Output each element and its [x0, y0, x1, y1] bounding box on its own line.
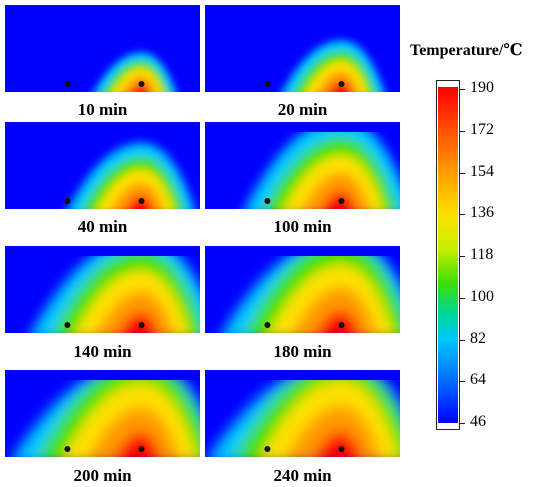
- measurement-point: [64, 81, 71, 87]
- panel-label: 140 min: [73, 342, 132, 361]
- heatmap-panel-100min: [205, 122, 400, 209]
- isotherm-band: [89, 407, 180, 457]
- heatmap-panel-180min: [205, 246, 400, 333]
- heatmap-field: [5, 370, 200, 457]
- heatmap-field: [5, 5, 200, 92]
- measurement-point: [138, 81, 145, 87]
- heatmap-panel-40min: [5, 122, 200, 209]
- isotherm-band: [317, 71, 360, 92]
- panel-label: 20 min: [277, 100, 328, 119]
- panel-label: 180 min: [273, 342, 332, 361]
- colorbar-tick-label: 190: [470, 79, 494, 96]
- isotherm-band: [118, 312, 159, 333]
- isotherm-band: [313, 431, 362, 457]
- colorbar-tick-label: 82: [470, 329, 486, 347]
- heatmap-field: [205, 370, 400, 457]
- measurement-point: [264, 81, 271, 87]
- top-boundary-strip: [5, 370, 200, 380]
- top-boundary-strip: [5, 246, 200, 256]
- isotherm-band: [111, 182, 164, 209]
- top-boundary-strip: [5, 122, 200, 132]
- isotherm-band: [328, 81, 351, 92]
- colorbar-tick-label: 136: [470, 204, 494, 222]
- heatmap-field: [5, 246, 200, 333]
- heatmap-field: [5, 122, 200, 209]
- measurement-point: [138, 198, 145, 204]
- colorbar-tickmark: [460, 130, 465, 132]
- colorbar-tickmark: [460, 381, 465, 383]
- heatmap-panel-200min: [5, 370, 200, 457]
- panel-label: 100 min: [273, 217, 332, 236]
- isotherm-band: [114, 432, 161, 457]
- heatmap-panel-20min: [205, 5, 400, 92]
- measurement-point: [64, 446, 71, 452]
- colorbar-tickmark: [460, 423, 465, 424]
- colorbar-tick-label: 100: [470, 287, 494, 305]
- measurement-point: [338, 81, 345, 87]
- heatmap-field: [205, 246, 400, 333]
- isotherm-band: [292, 287, 377, 333]
- colorbar-tick-label: 154: [470, 162, 494, 180]
- colorbar-tick-label: 46: [470, 413, 486, 430]
- colorbar-gradient: [438, 87, 458, 423]
- measurement-point: [338, 198, 345, 204]
- measurement-point: [264, 198, 271, 204]
- panel-label: 240 min: [273, 466, 332, 485]
- panel-label: 10 min: [77, 100, 128, 119]
- measurement-point: [64, 322, 71, 328]
- measurement-point: [264, 446, 271, 452]
- colorbar-tickmark: [460, 172, 465, 174]
- colorbar-tickmark: [460, 214, 465, 216]
- panel-label: 40 min: [77, 217, 128, 236]
- isotherm-band: [96, 291, 174, 333]
- colorbar-tickmark: [460, 297, 465, 299]
- colorbar-title: Temperature/℃: [410, 42, 523, 59]
- colorbar-tickmark: [460, 339, 465, 341]
- isotherm-band: [316, 310, 360, 333]
- colorbar-tickmark: [460, 256, 465, 257]
- measurement-point: [338, 446, 345, 452]
- top-boundary-strip: [205, 246, 400, 256]
- heatmap-panel-10min: [5, 5, 200, 92]
- top-boundary-strip: [205, 122, 400, 132]
- heatmap-field: [205, 122, 400, 209]
- colorbar-tick-label: 118: [470, 246, 494, 263]
- top-boundary-strip: [205, 370, 400, 380]
- measurement-point: [338, 322, 345, 328]
- heatmap-field: [205, 5, 400, 92]
- isotherm-band: [287, 405, 381, 457]
- measurement-point: [264, 322, 271, 328]
- measurement-point: [138, 322, 145, 328]
- colorbar-tickmark: [460, 89, 465, 90]
- isotherm-band: [131, 84, 150, 92]
- measurement-point: [138, 446, 145, 452]
- measurement-point: [64, 198, 71, 204]
- isotherm-band: [302, 173, 370, 209]
- colorbar-tick-label: 64: [470, 371, 486, 389]
- colorbar-tick-label: 172: [470, 120, 494, 138]
- heatmap-panel-140min: [5, 246, 200, 333]
- colorbar: [436, 80, 460, 430]
- panel-label: 200 min: [73, 466, 132, 485]
- heatmap-panel-240min: [205, 370, 400, 457]
